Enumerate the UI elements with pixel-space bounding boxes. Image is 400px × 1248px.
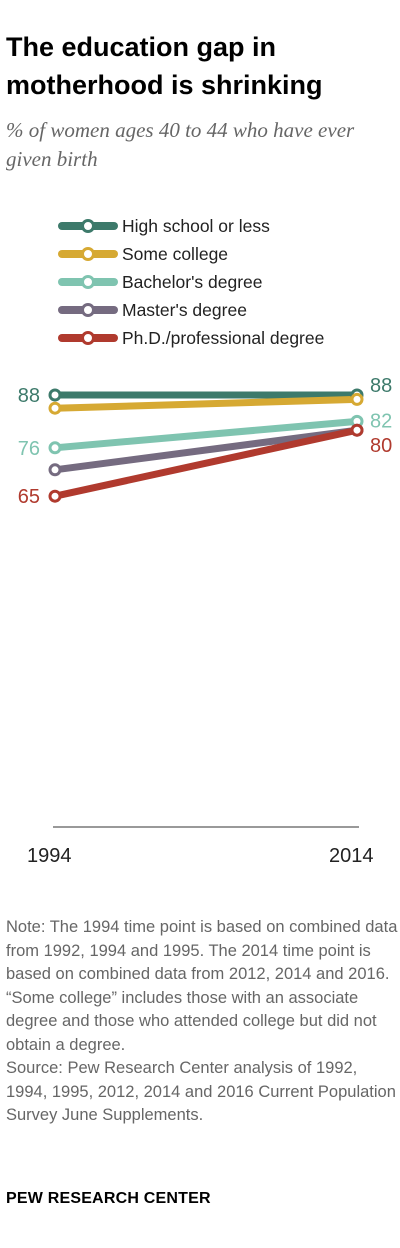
data-label-bachelor-s-degree-2014: 82 [370, 410, 392, 432]
line-chart: 88 88 76 82 65 80 [18, 375, 392, 828]
series-line-ph-d-professional-degree [51, 426, 361, 500]
legend-swatch [58, 331, 118, 345]
chart-subtitle: % of women ages 40 to 44 who have ever g… [6, 118, 355, 171]
legend-swatch [58, 247, 118, 261]
legend-label: Ph.D./professional degree [122, 327, 325, 348]
data-point-high-school-or-less-1994 [48, 388, 62, 402]
x-tick-label-2014: 2014 [329, 845, 374, 867]
data-label-bachelor-s-degree-1994: 76 [18, 438, 40, 460]
data-label-high-school-or-less-2014: 88 [370, 375, 392, 397]
legend-swatch [58, 303, 118, 317]
legend-swatch [58, 219, 118, 233]
legend-item-bachelor-s-degree: Bachelor's degree [58, 268, 324, 296]
data-point-ph-d-professional-degree-1994 [48, 489, 62, 503]
data-label-high-school-or-less-1994: 88 [18, 385, 40, 407]
series-line-some-college [51, 395, 361, 412]
note-text: Note: The 1994 time point is based on co… [6, 918, 398, 1054]
data-point-master-s-degree-1994 [48, 463, 62, 477]
data-point-bachelor-s-degree-1994 [48, 441, 62, 455]
legend-item-some-college: Some college [58, 240, 324, 268]
series-line-bachelor-s-degree [51, 417, 361, 452]
footnote: Note: The 1994 time point is based on co… [6, 916, 398, 1128]
legend-label: Bachelor's degree [122, 271, 263, 292]
legend-item-ph-d-professional-degree: Ph.D./professional degree [58, 324, 324, 352]
x-tick-label-1994: 1994 [27, 845, 72, 867]
legend: High school or less Some college Bachelor'… [58, 212, 324, 352]
legend-label: Master's degree [122, 299, 247, 320]
legend-label: Some college [122, 243, 229, 264]
legend-label: High school or less [122, 215, 270, 236]
brand-logo-text: PEW RESEARCH CENTER [6, 1190, 211, 1207]
data-label-ph-d-professional-degree-1994: 65 [18, 486, 40, 508]
legend-item-master-s-degree: Master's degree [58, 296, 324, 324]
data-point-ph-d-professional-degree-2014 [350, 423, 364, 437]
data-point-some-college-2014 [350, 392, 364, 406]
source-text: Source: Pew Research Center analysis of … [6, 1059, 396, 1124]
data-point-some-college-1994 [48, 401, 62, 415]
series-line-master-s-degree [51, 426, 361, 474]
data-label-ph-d-professional-degree-2014: 80 [370, 435, 392, 457]
chart-title: The education gap in motherhood is shrin… [6, 32, 323, 100]
legend-swatch [58, 275, 118, 289]
legend-item-high-school-or-less: High school or less [58, 212, 324, 240]
